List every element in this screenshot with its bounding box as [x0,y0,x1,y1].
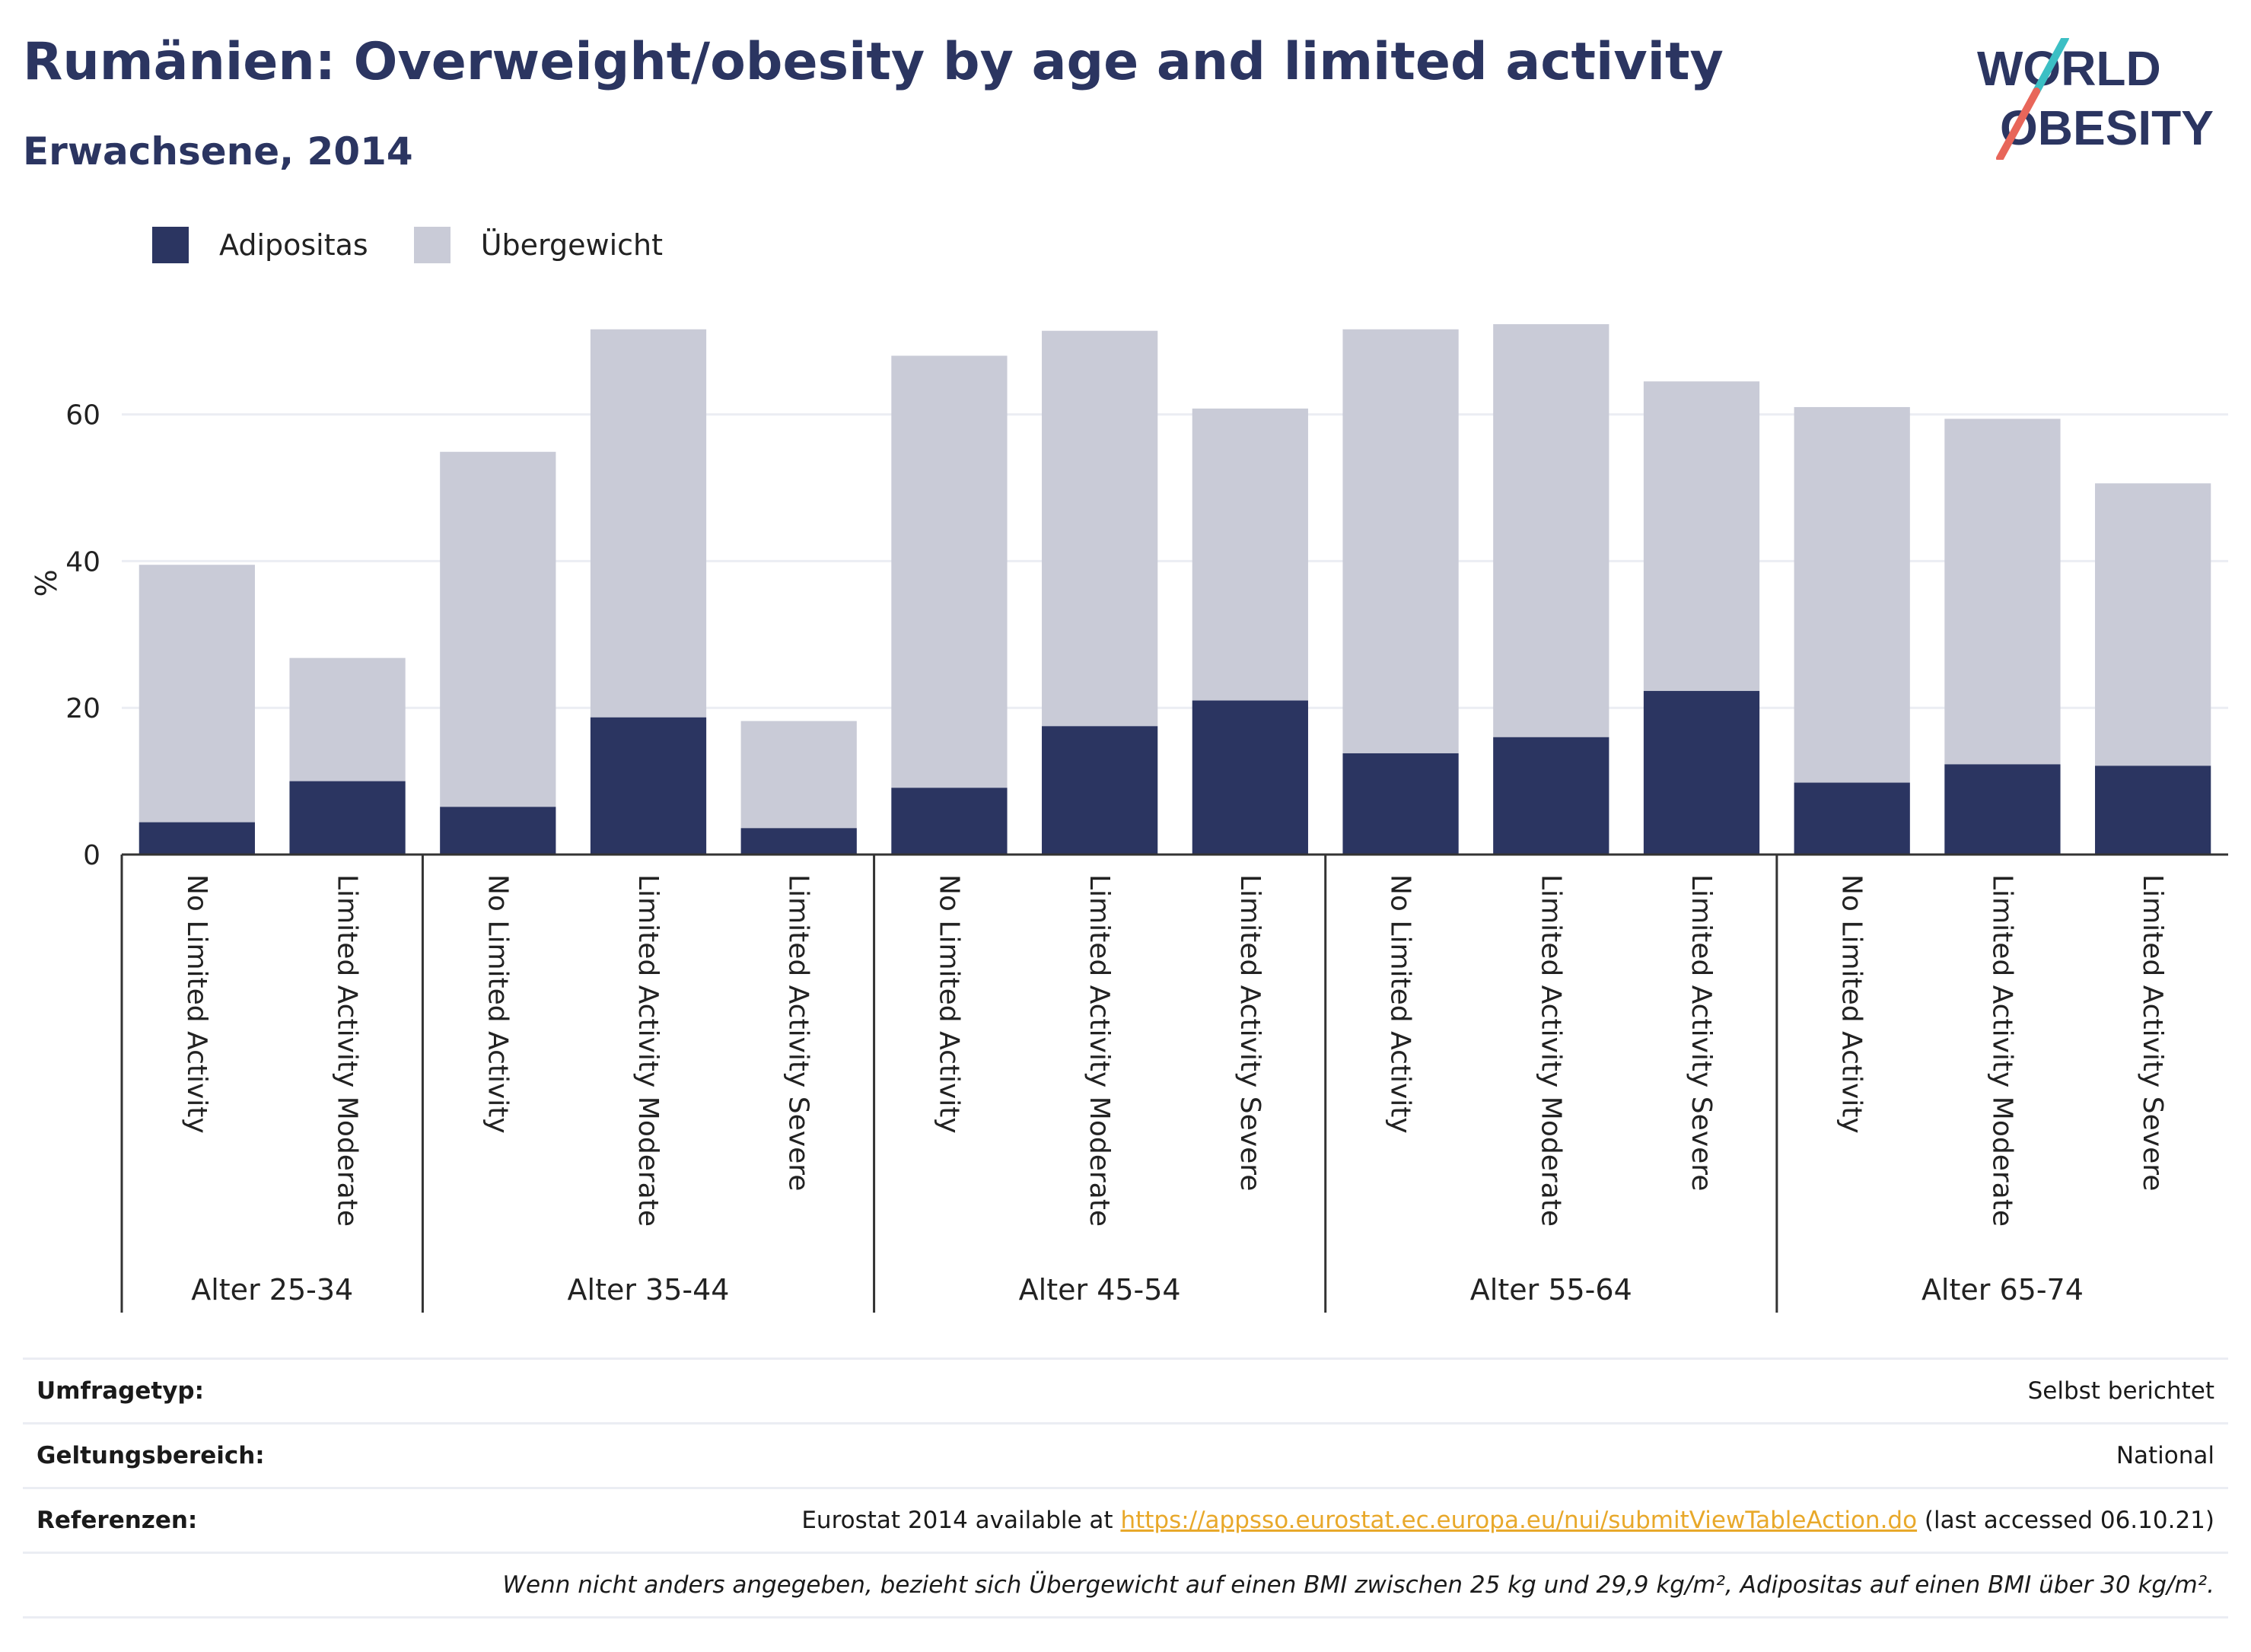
chart-legend: Adipositas Übergewicht [152,225,708,265]
bar-overweight [1493,324,1609,737]
scope-label: Geltungsbereich: [37,1442,265,1469]
stacked-bar-chart: 0 20 40 60% No Limited Activity Limited Activ… [30,324,2228,1313]
x-group-label: Alter 25-34 [191,1273,353,1307]
bar-obesity [440,807,556,855]
bar-obesity [740,828,857,855]
bar-obesity [1643,691,1760,855]
x-category-label: Limited Activity Moderate [1084,874,1115,1227]
bar-obesity [891,788,1008,855]
y-tick-label: 40 [65,546,100,578]
bar-obesity [289,781,406,855]
y-tick-label: 60 [65,400,100,431]
bmi-note: Wenn nicht anders angegeben, bezieht sic… [502,1571,2214,1599]
x-category-label: Limited Activity Severe [1234,874,1266,1191]
references-label: Referenzen: [37,1507,198,1534]
legend-swatch-obesity [152,227,189,263]
x-category-label: Limited Activity Severe [1686,874,1717,1191]
bar-overweight [2095,483,2211,766]
legend-item-obesity[interactable]: Adipositas [152,227,368,263]
bar-overweight [1192,408,1308,701]
x-category-label: No Limited Activity [1385,874,1416,1134]
page-subtitle: Erwachsene, 2014 [23,129,413,173]
bar-overweight [1042,330,1158,727]
x-category-label: Limited Activity Moderate [632,874,664,1227]
bar-overweight [1643,381,1760,692]
bar-overweight [1944,419,2061,765]
x-category-label: No Limited Activity [181,874,212,1134]
bar-overweight [1794,406,1910,783]
x-category-label: No Limited Activity [933,874,964,1134]
x-category-label: No Limited Activity [1836,874,1867,1134]
x-category-label: Limited Activity Moderate [332,874,363,1227]
references-value: Eurostat 2014 available at https://appss… [801,1507,2228,1534]
bar-overweight [138,565,255,823]
page-title: Rumänien: Overweight/obesity by age and … [23,32,1724,92]
bar-overweight [289,657,406,781]
bar-obesity [2095,766,2211,855]
legend-label-overweight: Übergewicht [480,228,663,262]
info-row-scope: Geltungsbereich: National [23,1422,2228,1487]
survey-label: Umfragetyp: [37,1377,204,1405]
bar-overweight [440,451,556,807]
bar-obesity [1342,753,1459,855]
x-group-label: Alter 65-74 [1921,1273,2084,1307]
info-table: Umfragetyp: Selbst berichtet Geltungsber… [23,1358,2228,1619]
info-row-survey: Umfragetyp: Selbst berichtet [23,1358,2228,1422]
y-tick-label: 0 [83,840,100,871]
bar-overweight [740,721,857,829]
bar-obesity [138,822,255,855]
world-obesity-logo: WORLD OBESITY [1977,38,2214,160]
info-row-note: Wenn nicht anders angegeben, bezieht sic… [23,1552,2228,1619]
bar-obesity [590,717,707,855]
bar-obesity [1493,737,1609,855]
bar-overweight [590,329,707,718]
legend-item-overweight[interactable]: Übergewicht [413,227,663,263]
x-category-label: Limited Activity Moderate [1986,874,2017,1227]
legend-swatch-overweight [413,227,451,263]
reference-prefix: Eurostat 2014 available at [801,1507,1121,1534]
y-tick-label: 20 [65,693,100,724]
legend-label-obesity: Adipositas [219,228,368,262]
bar-obesity [1192,700,1308,855]
x-category-label: No Limited Activity [482,874,513,1134]
bar-overweight [891,355,1008,788]
x-group-label: Alter 55-64 [1470,1273,1632,1307]
x-category-label: Limited Activity Severe [2137,874,2168,1191]
scope-value: National [2116,1442,2214,1469]
x-group-label: Alter 45-54 [1019,1273,1181,1307]
reference-link[interactable]: https://appsso.eurostat.ec.europa.eu/nui… [1120,1507,1918,1534]
bar-overweight [1342,329,1459,753]
bar-obesity [1944,764,2061,855]
bar-obesity [1042,726,1158,855]
y-axis-label: % [30,569,63,597]
reference-suffix: (last accessed 06.10.21) [1917,1507,2214,1534]
x-category-label: Limited Activity Moderate [1535,874,1566,1227]
x-group-label: Alter 35-44 [568,1273,730,1307]
logo-line2: OBESITY [2000,100,2214,155]
x-category-label: Limited Activity Severe [783,874,814,1191]
logo-line1: WORLD [1977,41,2161,96]
survey-value: Selbst berichtet [2027,1377,2214,1405]
info-row-references: Referenzen: Eurostat 2014 available at h… [23,1487,2228,1552]
bar-obesity [1794,782,1910,855]
